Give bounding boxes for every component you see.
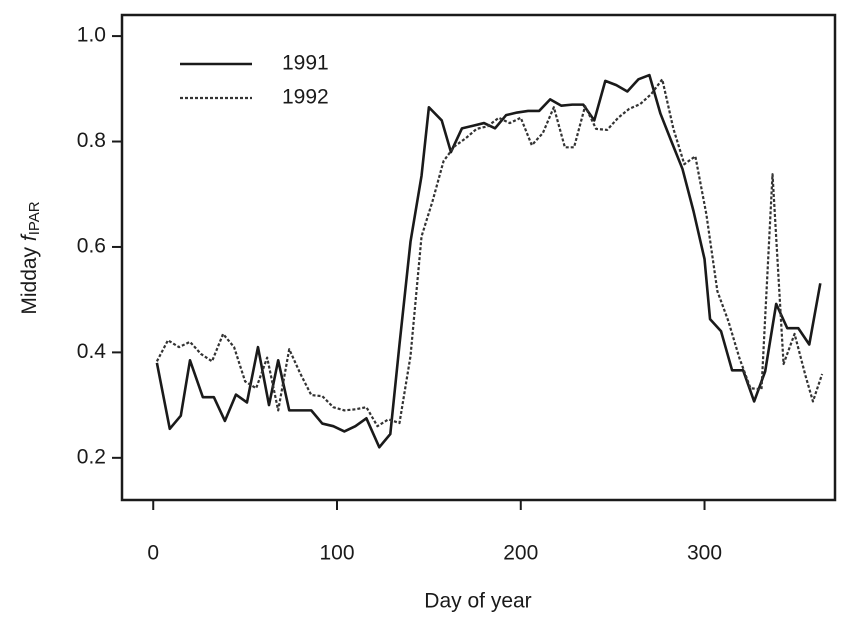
- plot-frame: [120, 13, 837, 502]
- y-tick-label: 0.8: [77, 129, 106, 152]
- legend-label: 1992: [282, 86, 329, 109]
- y-tick-label: 0.2: [77, 445, 106, 468]
- y-axis-label: Midday fIPAR: [18, 201, 43, 314]
- x-tick-label: 300: [687, 542, 722, 565]
- series-line: [155, 73, 822, 449]
- y-tick-label: 0.4: [77, 340, 107, 363]
- x-tick-label: 200: [503, 542, 538, 565]
- x-axis-label: Day of year: [424, 590, 531, 613]
- y-tick-label: 1.0: [77, 24, 106, 47]
- x-tick-label: 0: [147, 542, 159, 565]
- legend-label: 1991: [282, 52, 329, 75]
- x-tick-label: 100: [319, 542, 354, 565]
- y-label-var: f: [18, 233, 41, 241]
- y-label-prefix: Midday: [18, 246, 41, 314]
- y-label-sub: IPAR: [26, 201, 43, 235]
- y-tick-label: 0.6: [77, 235, 106, 258]
- series-line: [155, 78, 824, 428]
